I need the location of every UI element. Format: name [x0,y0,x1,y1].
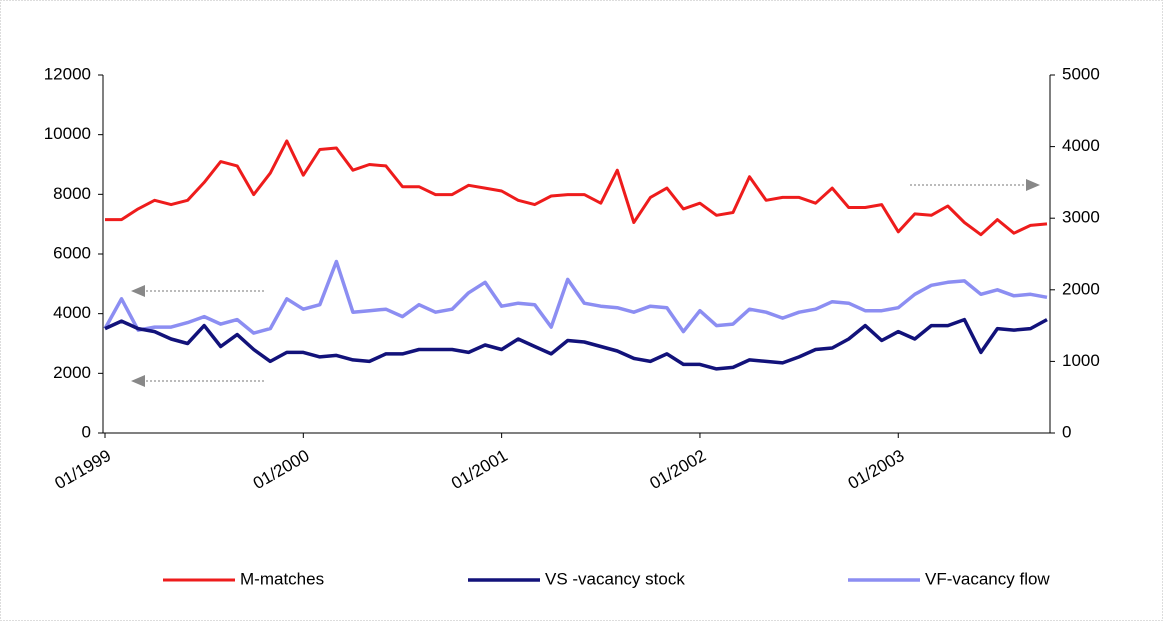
x-tick-label: 01/2000 [250,446,313,493]
legend-label: M-matches [240,569,324,588]
y2-tick-label: 2000 [1062,279,1100,298]
y-tick-label: 12000 [44,64,91,83]
y-tick-label: 10000 [44,124,91,143]
y-tick-label: 8000 [53,184,91,203]
x-tick-label: 01/2003 [845,446,908,493]
series-line [105,139,1048,237]
series-line [104,317,1048,371]
y-tick-label: 0 [82,422,91,441]
legend-label: VS -vacancy stock [545,569,685,588]
x-tick-label: 01/1999 [52,446,115,493]
arrowhead [131,285,145,297]
series-line [103,259,1048,335]
y-tick-label: 4000 [53,303,91,322]
y2-tick-label: 4000 [1062,136,1100,155]
x-tick-label: 01/2002 [646,446,709,493]
arrowhead [131,375,145,387]
y2-tick-label: 0 [1062,422,1071,441]
arrowhead [1026,179,1040,191]
y-tick-label: 6000 [53,243,91,262]
y2-tick-label: 1000 [1062,351,1100,370]
legend-label: VF-vacancy flow [925,569,1050,588]
y2-tick-label: 5000 [1062,64,1100,83]
annotation-arrows [131,179,1040,387]
y-tick-label: 2000 [53,363,91,382]
x-tick-label: 01/2001 [448,446,511,493]
y2-tick-label: 3000 [1062,208,1100,227]
